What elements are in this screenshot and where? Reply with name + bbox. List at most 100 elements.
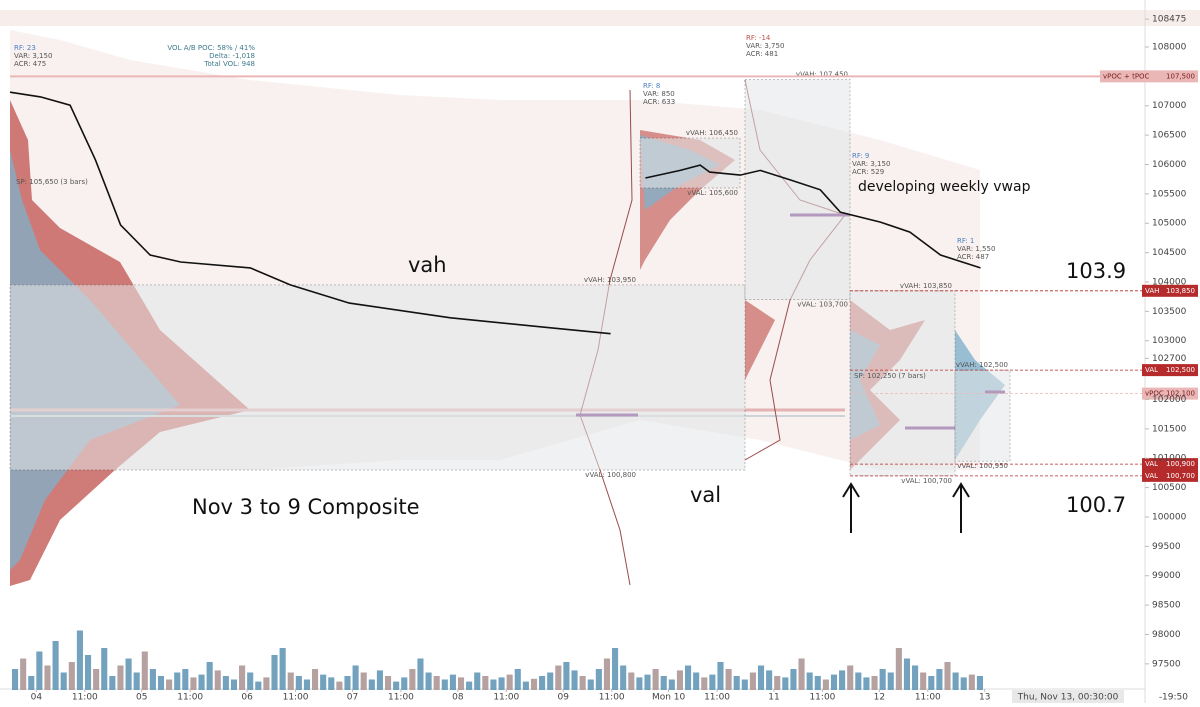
- volume-bar: [676, 670, 683, 690]
- volume-bar: [498, 677, 505, 690]
- x-tick-label: 11: [768, 693, 779, 703]
- volume-bar: [522, 681, 529, 690]
- x-tick-label: 12: [874, 693, 885, 703]
- profile-stat: ACR: 481: [746, 50, 778, 58]
- volume-bar: [20, 658, 27, 690]
- volume-bar: [506, 674, 513, 690]
- volume-bar: [263, 677, 270, 690]
- price-tag-label: vPOC: [1145, 390, 1164, 398]
- x-tick-label: 04: [31, 693, 43, 703]
- price-tag-value: 100,700: [1166, 472, 1195, 480]
- annotation: vah: [408, 253, 447, 277]
- profile-stat: VAR: 3,150: [14, 52, 52, 60]
- volume-bar: [312, 669, 319, 690]
- arrow: [842, 482, 970, 533]
- volume-bar: [806, 672, 813, 690]
- volume-bar: [125, 658, 132, 690]
- volume-bar: [814, 676, 821, 690]
- volume-bar: [603, 658, 611, 690]
- price-tag-label: VAL: [1145, 472, 1158, 480]
- y-tick-label: 102000: [1152, 395, 1187, 405]
- volume-bar: [839, 670, 846, 690]
- profile-stat: ACR: 487: [957, 253, 989, 261]
- volume-bar: [912, 665, 919, 690]
- price-tag: [1100, 70, 1198, 83]
- volume-bar: [393, 681, 400, 690]
- volume-bar: [968, 674, 975, 690]
- y-tick-label: 104500: [1152, 248, 1187, 258]
- volume-bar: [749, 672, 756, 690]
- volume-bar: [490, 679, 497, 690]
- volume-bar: [855, 672, 862, 690]
- volume-bar: [409, 669, 416, 690]
- volume-bar: [903, 658, 911, 690]
- volume-bar: [101, 648, 108, 690]
- x-tick-label: 08: [452, 693, 464, 703]
- y-tick-label: 100500: [1152, 483, 1187, 493]
- volume-bar: [514, 669, 521, 690]
- volume-bar: [920, 672, 927, 690]
- vah-label: vVAH: 103,850: [900, 282, 952, 290]
- y-tick-label: 97500: [1152, 659, 1181, 669]
- volume-bar: [84, 655, 92, 690]
- x-tick-label: 11:00: [177, 693, 203, 703]
- annotation: 100.7: [1066, 493, 1126, 517]
- y-tick-label: 105500: [1152, 189, 1187, 199]
- vah-label: vVAH: 106,450: [686, 129, 738, 137]
- volume-bar: [141, 651, 148, 690]
- x-tick-label: Mon 10: [652, 693, 686, 703]
- volume-bar: [863, 677, 870, 690]
- x-tick-label: 11:00: [493, 693, 519, 703]
- volume-bar: [295, 676, 302, 690]
- x-tick-label: 11:00: [599, 693, 625, 703]
- y-tick-label: 99000: [1152, 571, 1181, 581]
- profile-stat: RF: -14: [746, 34, 771, 42]
- volume-bar: [644, 674, 651, 690]
- volume-bar: [733, 676, 740, 690]
- volume-bar: [684, 665, 692, 690]
- x-tick-label: 11:00: [809, 693, 835, 703]
- vah-label: vVAH: 102,500: [956, 361, 1008, 369]
- profile-stat: RF: 9: [852, 152, 869, 160]
- x-tick-label: 13: [979, 693, 990, 703]
- x-tick-label: 07: [347, 693, 358, 703]
- volume-bar: [547, 672, 554, 690]
- vah-label: vVAH: 107,450: [796, 70, 848, 78]
- annotation: developing weekly vwap: [858, 179, 1031, 195]
- volume-bar: [425, 672, 432, 690]
- y-tick-label: 104000: [1152, 277, 1187, 287]
- y-tick-label: 100000: [1152, 512, 1187, 522]
- volume-bar: [693, 672, 700, 690]
- volume-bar: [36, 651, 43, 690]
- volume-bar: [60, 672, 67, 690]
- value-area: [744, 78, 851, 300]
- y-tick-label: 98500: [1152, 601, 1181, 611]
- volume-bar: [798, 658, 805, 690]
- volume-bar: [328, 677, 335, 690]
- y-tick-label: 98000: [1152, 630, 1181, 640]
- profile-stat: VAR: 3,750: [746, 42, 784, 50]
- volume-bar: [847, 665, 854, 690]
- price-tag-value: 102,100: [1166, 390, 1195, 398]
- volume-bar: [384, 676, 392, 690]
- annotation: 103.9: [1066, 259, 1126, 283]
- price-tag: [1142, 364, 1198, 377]
- volume-bar: [782, 677, 789, 690]
- x-tick-label: 05: [136, 693, 147, 703]
- y-tick-label: 108475: [1152, 15, 1186, 25]
- volume-bar: [466, 681, 473, 690]
- volume-bar: [936, 669, 943, 690]
- volume-bar: [214, 670, 221, 690]
- volume-bar: [376, 670, 383, 690]
- volume-bar: [247, 672, 254, 690]
- y-tick-label: 106000: [1152, 160, 1187, 170]
- volume-bar: [287, 672, 294, 690]
- price-tag: [1142, 469, 1198, 482]
- volume-bar: [628, 672, 635, 690]
- y-tick-label: 102700: [1152, 354, 1187, 364]
- volume-bar: [303, 679, 311, 690]
- volume-bar: [320, 674, 327, 690]
- volume-bar: [595, 669, 602, 690]
- volume-bar: [109, 676, 116, 690]
- volume-bar: [149, 669, 156, 690]
